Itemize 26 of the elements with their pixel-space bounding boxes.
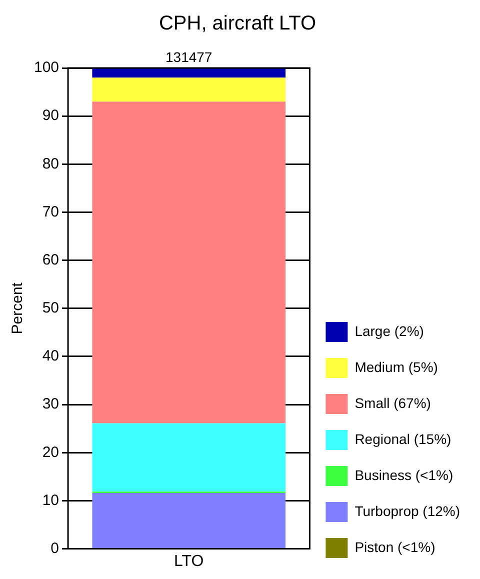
legend-label: Piston (<1%) (354, 538, 436, 555)
bar (92, 102, 286, 424)
y-tick-label: 90 (42, 107, 60, 124)
y-tick-label: 60 (42, 251, 60, 268)
y-tick-label: 20 (42, 444, 60, 461)
y-tick-label: 40 (42, 348, 60, 365)
y-tick-label: 70 (42, 203, 60, 220)
y-tick-label: 80 (42, 155, 60, 172)
annotation: 131477 (166, 48, 212, 65)
x-tick-label: LTO (174, 552, 204, 570)
y-tick-label: 30 (42, 396, 60, 413)
y-tick-label: 50 (42, 300, 60, 317)
y-tick-label: 100 (34, 59, 60, 76)
legend-label: Turboprop (12%) (354, 502, 460, 519)
y-axis-title: Percent (9, 282, 26, 334)
y-tick-label: 0 (50, 540, 60, 557)
y-tick-label: 10 (42, 492, 60, 509)
bar (92, 78, 286, 102)
bar (92, 493, 286, 548)
bar (92, 423, 286, 492)
legend-label: Regional (15%) (354, 430, 452, 447)
legend-label: Medium (5%) (354, 358, 438, 375)
legend-label: Small (67%) (354, 394, 431, 411)
chart-title: CPH, aircraft LTO (158, 12, 316, 35)
legend-label: Large (2%) (354, 322, 424, 339)
legend-label: Business (<1%) (354, 466, 454, 483)
